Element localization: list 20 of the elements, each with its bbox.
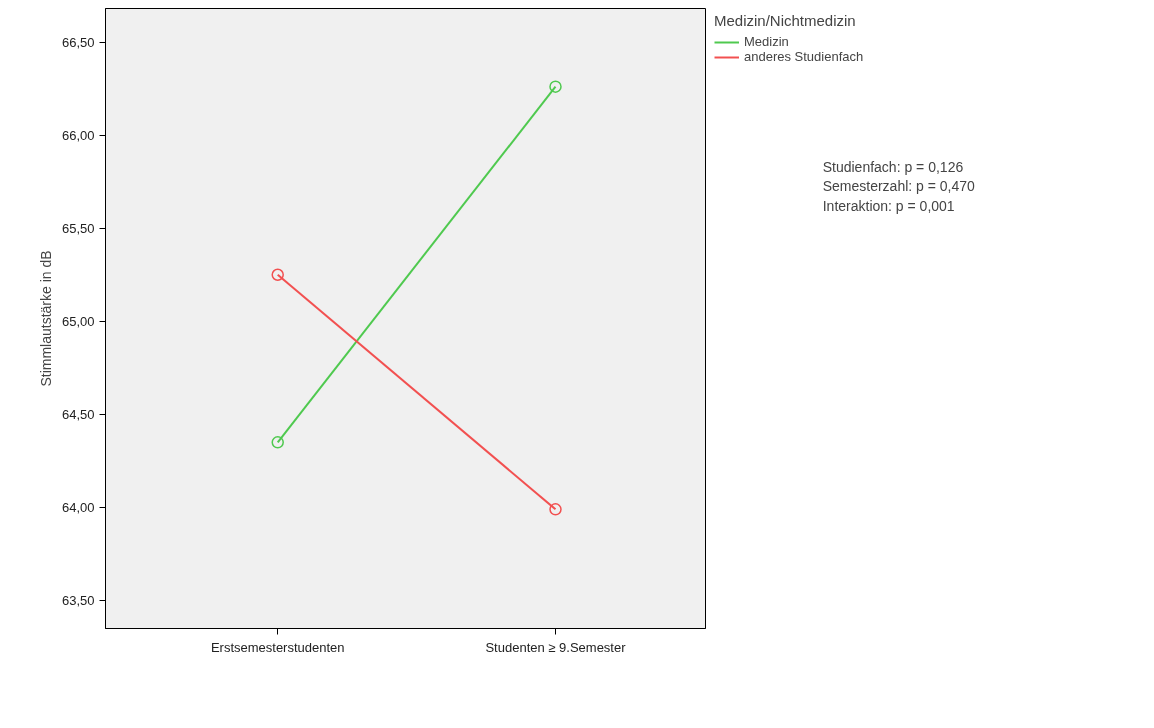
- y-tick-label: 64,50: [61, 406, 95, 422]
- y-tick-label: 65,00: [61, 313, 95, 329]
- y-axis-title: Stimmlautstärke in dB: [37, 250, 54, 387]
- point: [271, 436, 284, 449]
- y-tick-label: 63,50: [61, 593, 95, 609]
- x-tick-label: Erstsemesterstudenten: [210, 639, 345, 655]
- point: [549, 80, 562, 93]
- y-tick-label: 66,50: [61, 34, 95, 50]
- legend-label: Medizin: [744, 34, 789, 49]
- legend-label: anderes Studienfach: [744, 49, 864, 64]
- legend-title: Medizin/Nichtmedizin: [714, 12, 857, 29]
- point: [271, 268, 284, 281]
- x-tick-label: Studenten ≥ 9.Semester: [485, 639, 627, 655]
- point: [549, 503, 562, 516]
- text: Semesterzahl: p = 0,470: [822, 178, 976, 195]
- text: Interaktion: p = 0,001: [822, 198, 955, 215]
- text: Studienfach: p = 0,126: [822, 158, 964, 175]
- y-tick-label: 64,00: [61, 499, 95, 515]
- y-tick-label: 65,50: [61, 220, 95, 236]
- y-tick-label: 66,00: [61, 127, 95, 143]
